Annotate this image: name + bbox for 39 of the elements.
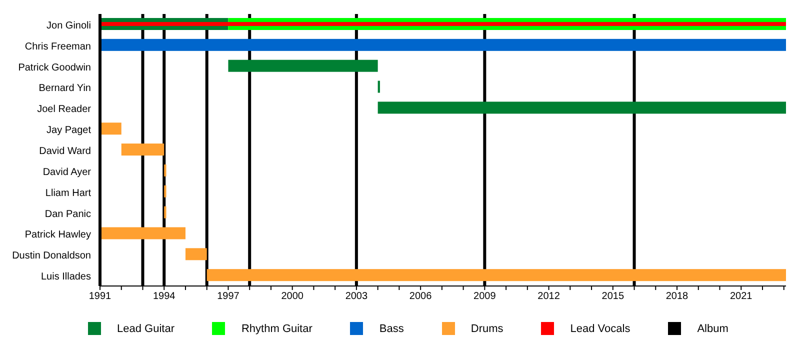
- legend-label: Bass: [379, 322, 404, 334]
- bar: [121, 144, 164, 156]
- bar: [100, 227, 186, 240]
- legend-label: Album: [697, 322, 728, 334]
- y-tick-label: Joel Reader: [37, 104, 92, 116]
- y-tick-label: Chris Freeman: [24, 41, 91, 52]
- x-tick-label: 2000: [281, 291, 304, 302]
- y-tick-label: David Ward: [39, 146, 91, 157]
- x-tick-label: 2018: [666, 291, 689, 302]
- x-tick-label: 1997: [217, 291, 240, 302]
- y-tick-label: Lliam Hart: [45, 188, 92, 199]
- bar: [100, 122, 122, 135]
- x-tick-label: 2021: [730, 291, 753, 302]
- bar: [100, 22, 786, 26]
- legend-label: Rhythm Guitar: [241, 322, 312, 334]
- bar: [378, 102, 786, 114]
- x-tick-label: 1994: [152, 291, 176, 302]
- bar: [185, 248, 207, 260]
- x-tick-label: 2006: [409, 291, 432, 302]
- y-tick-label: Dan Panic: [44, 208, 91, 220]
- y-tick-label: Bernard Yin: [38, 83, 91, 94]
- y-tick-label: David Ayer: [42, 166, 92, 178]
- x-tick-label: 2015: [602, 291, 624, 302]
- y-tick-label: Patrick Goodwin: [18, 62, 91, 74]
- legend-label: Drums: [470, 322, 504, 334]
- bar: [206, 269, 786, 282]
- x-tick-label: 2012: [538, 291, 560, 302]
- legend-label: Lead Guitar: [117, 322, 174, 334]
- x-tick-label: 2009: [474, 291, 496, 302]
- y-tick-label: Dustin Donaldson: [12, 250, 91, 262]
- bar: [100, 38, 786, 51]
- legend-label: Lead Vocals: [570, 322, 630, 334]
- y-tick-label: Luis Illades: [40, 272, 91, 283]
- y-tick-label: Jon Ginoli: [46, 20, 91, 32]
- y-tick-label: Jay Paget: [46, 125, 92, 136]
- bar: [228, 60, 378, 72]
- x-tick-label: 2003: [345, 291, 368, 302]
- y-tick-label: Patrick Hawley: [24, 230, 91, 241]
- x-tick-label: 1991: [88, 291, 112, 302]
